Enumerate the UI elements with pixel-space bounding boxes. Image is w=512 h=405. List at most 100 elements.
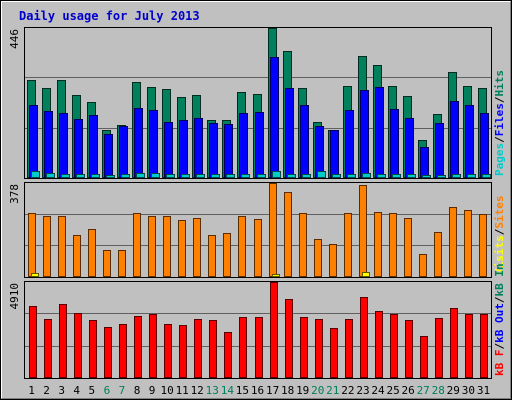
bar-pages-day-8	[136, 173, 145, 178]
x-tick-label: 16	[251, 384, 264, 397]
bar-kb-f-day-11	[179, 325, 187, 378]
bar-kb-f-day-28	[435, 318, 443, 378]
bar-sites-day-31	[479, 214, 487, 277]
bar-files-day-28	[435, 123, 444, 178]
bar-sites-day-27	[419, 254, 427, 277]
bar-sites-day-19	[299, 213, 307, 277]
bar-pages-day-12	[196, 174, 205, 178]
x-tick-label: 21	[326, 384, 339, 397]
plot-area-border	[24, 182, 492, 278]
bar-pages-day-2	[46, 173, 55, 178]
bar-visits-day-1	[31, 273, 39, 277]
bar-pages-day-24	[377, 174, 386, 178]
x-tick-label: 18	[281, 384, 294, 397]
legend-item-hits: Hits	[493, 70, 506, 97]
bar-kb-f-day-29	[450, 308, 458, 378]
bar-pages-day-5	[91, 174, 100, 178]
bar-kb-f-day-24	[375, 311, 383, 378]
legend-separator: /	[493, 296, 506, 303]
x-tick-label: 28	[432, 384, 445, 397]
bar-kb-f-day-23	[360, 297, 368, 378]
bar-sites-day-4	[73, 235, 81, 277]
bar-kb-f-day-20	[315, 319, 323, 378]
legend-text: Pages/Files/Hits	[493, 70, 506, 176]
bar-pages-day-11	[181, 174, 190, 178]
bar-files-day-26	[405, 118, 414, 178]
frame-shadow	[1, 1, 511, 399]
bar-kb-f-day-19	[300, 317, 308, 378]
bar-files-day-8	[134, 108, 143, 178]
bar-sites-day-11	[178, 220, 186, 277]
x-tick-label: 8	[134, 384, 141, 397]
x-tick-label: 2	[43, 384, 50, 397]
x-tick-label: 23	[356, 384, 369, 397]
bar-files-day-24	[375, 87, 384, 178]
bar-visits-day-17	[272, 274, 280, 277]
bar-files-day-6	[104, 134, 113, 178]
bar-kb-f-day-18	[285, 299, 293, 378]
legend-item-kb-in: kB In	[493, 263, 506, 296]
bar-pages-day-23	[362, 173, 371, 178]
bar-files-day-10	[164, 122, 173, 178]
bar-files-day-9	[149, 110, 158, 178]
bar-pages-day-14	[226, 174, 235, 178]
bar-kb-f-day-22	[345, 319, 353, 378]
x-tick-label: 10	[160, 384, 173, 397]
bar-kb-f-day-14	[224, 332, 232, 378]
bar-files-day-21	[330, 130, 339, 178]
bar-kb-f-day-3	[59, 304, 67, 378]
bar-kb-f-day-8	[134, 316, 142, 378]
bar-sites-day-21	[329, 244, 337, 277]
legend-separator: /	[493, 228, 506, 235]
legend-visits: Visits/Sites	[493, 196, 506, 276]
bar-files-day-23	[360, 90, 369, 178]
bar-files-day-27	[420, 147, 429, 178]
bar-pages-day-9	[151, 173, 160, 178]
bar-pages-day-22	[347, 174, 356, 178]
bar-kb-f-day-7	[119, 324, 127, 378]
x-tick-label: 9	[149, 384, 156, 397]
bar-pages-day-16	[257, 174, 266, 178]
bar-sites-day-13	[208, 235, 216, 277]
bar-pages-day-10	[166, 174, 175, 178]
x-tick-label: 29	[447, 384, 460, 397]
bar-files-day-25	[390, 109, 399, 178]
bar-pages-day-27	[422, 175, 431, 178]
bar-pages-day-17	[272, 171, 281, 178]
bar-pages-day-7	[121, 174, 130, 178]
x-tick-label: 20	[311, 384, 324, 397]
frame-highlight	[1, 1, 511, 399]
chart-panels: 446Pages/Files/Hits378Visits/Sites4910kB…	[8, 27, 506, 379]
bar-sites-day-28	[434, 232, 442, 277]
bar-sites-day-7	[118, 250, 126, 277]
legend-separator: /	[493, 136, 506, 143]
bar-kb-f-day-2	[44, 319, 52, 378]
bar-files-day-19	[300, 105, 309, 178]
bar-files-day-12	[194, 118, 203, 178]
bar-kb-f-day-30	[465, 314, 473, 378]
bar-sites-day-18	[284, 192, 292, 277]
bar-visits-day-23	[362, 272, 370, 277]
bar-pages-day-21	[332, 174, 341, 178]
bar-files-day-31	[480, 113, 489, 178]
bar-pages-day-19	[302, 174, 311, 178]
bar-pages-day-1	[31, 171, 40, 178]
bar-sites-day-22	[344, 213, 352, 277]
bar-kb-f-day-5	[89, 320, 97, 378]
x-tick-label: 24	[371, 384, 385, 397]
bar-kb-f-day-6	[104, 327, 112, 378]
x-tick-label: 5	[88, 384, 95, 397]
x-tick-label: 7	[119, 384, 126, 397]
bar-kb-f-day-15	[239, 317, 247, 378]
x-tick-label: 12	[191, 384, 204, 397]
bar-sites-day-23	[359, 185, 367, 277]
legend-separator: /	[493, 343, 506, 350]
bar-pages-day-15	[241, 174, 250, 178]
bar-sites-day-29	[449, 207, 457, 277]
bar-files-day-3	[59, 113, 68, 178]
x-tick-label: 13	[206, 384, 219, 397]
bar-kb-f-day-12	[194, 319, 202, 378]
bar-sites-day-30	[464, 210, 472, 277]
